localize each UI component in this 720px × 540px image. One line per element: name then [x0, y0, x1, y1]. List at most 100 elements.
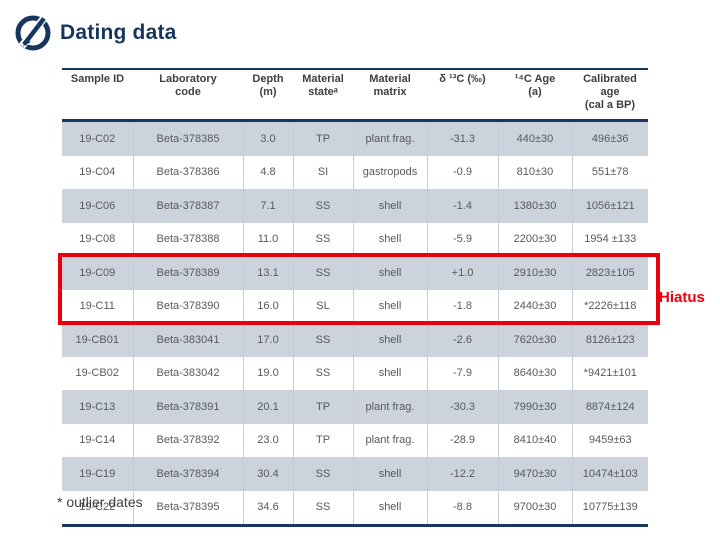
- table-cell: 8410±40: [498, 423, 573, 457]
- table-row: 19-C09 Beta-378389 13.1 SS shell +1.0 2910±30 2…: [62, 256, 648, 290]
- table-cell: Beta-383041: [133, 323, 244, 357]
- table-cell: Beta-378390: [133, 289, 244, 323]
- circle-slash-logo-icon: [15, 15, 51, 51]
- table-cell: shell: [353, 356, 428, 390]
- table-cell: *9421±101: [583, 367, 637, 380]
- table-cell: Beta-378392: [133, 423, 244, 457]
- table-cell: SS: [293, 356, 354, 390]
- table-cell: 4.8: [243, 155, 294, 189]
- table-cell: 7620±30: [498, 323, 573, 357]
- table-body: 19-C02 Beta-378385 3.0 TP plant frag. -31.3 44…: [62, 120, 648, 526]
- table-cell: 23.0: [243, 423, 294, 457]
- column-header: Sample ID: [62, 69, 133, 122]
- table-cell: shell: [353, 323, 428, 357]
- table-cell: 13.1: [243, 256, 294, 290]
- table-cell: 34.6: [243, 490, 294, 526]
- table-cell: Beta-378391: [133, 390, 244, 424]
- table-cell: Beta-378389: [133, 256, 244, 290]
- table-cell: Beta-378388: [133, 222, 244, 256]
- table-cell: shell: [353, 222, 428, 256]
- table-row: 19-C22 Beta-378395 34.6 SS shell -8.8 9700±30 1…: [62, 490, 648, 526]
- table-cell: 551±78: [591, 166, 629, 179]
- table-cell: -1.8: [427, 289, 499, 323]
- table-cell: TP: [293, 390, 354, 424]
- table-cell: 3.0: [243, 120, 294, 156]
- table-row: 19-C19 Beta-378394 30.4 SS shell -12.2 9470±30…: [62, 457, 648, 491]
- table-cell: 8640±30: [498, 356, 573, 390]
- table-cell: 9459±63: [588, 434, 632, 447]
- table-cell: 1056±121: [572, 189, 648, 223]
- table-cell: 1380±30: [498, 189, 573, 223]
- table-cell: SS: [293, 256, 354, 290]
- table-cell: -31.3: [427, 120, 499, 156]
- table-cell: 19-C06: [62, 189, 134, 223]
- table-cell: plant frag.: [353, 120, 428, 156]
- table-cell: 19-C14: [62, 423, 134, 457]
- table-cell: SS: [293, 323, 354, 357]
- table-row: 19-CB01 Beta-383041 17.0 SS shell -2.6 7620±30…: [62, 323, 648, 357]
- column-header: Material stateᵃ: [293, 69, 353, 122]
- table-cell: shell: [353, 490, 428, 526]
- table-cell: 810±30: [498, 155, 573, 189]
- table-cell: TP: [293, 423, 354, 457]
- table-cell: shell: [353, 289, 428, 323]
- table-cell: -7.9: [427, 356, 499, 390]
- table-cell: 7.1: [243, 189, 294, 223]
- table-cell: Beta-378394: [133, 457, 244, 491]
- table-cell: 19-C22: [62, 490, 134, 526]
- table-cell: 2823±105: [572, 256, 648, 290]
- table-cell: +1.0: [427, 256, 499, 290]
- table-cell: 10775±139: [582, 501, 638, 514]
- table-cell: 440±30: [498, 120, 573, 156]
- table-cell: -28.9: [427, 423, 499, 457]
- table-header-row: Sample ID Laboratory code Depth (m) Materia…: [62, 69, 648, 122]
- slide-header: Dating data: [14, 14, 177, 52]
- table-cell: shell: [353, 189, 428, 223]
- table-cell: 19.0: [243, 356, 294, 390]
- column-header: Calibrated age (cal a BP): [572, 69, 648, 122]
- table-cell: 8874±124: [572, 390, 648, 424]
- hiatus-label: Hiatus: [659, 289, 705, 306]
- table-cell: *2226±118: [584, 300, 637, 313]
- dating-data-table: Sample ID Laboratory code Depth (m) Materia…: [62, 68, 648, 527]
- table-cell: 2200±30: [498, 222, 573, 256]
- table-cell: 7990±30: [498, 390, 573, 424]
- table-cell: 2910±30: [498, 256, 573, 290]
- table-row: 19-CB02 Beta-383042 19.0 SS shell -7.9 8640±30…: [62, 356, 648, 390]
- column-header: Laboratory code: [133, 69, 243, 122]
- table-cell: 19-C13: [62, 390, 134, 424]
- outlier-footnote: * outlier dates: [57, 494, 143, 510]
- table-cell: -1.4: [427, 189, 499, 223]
- table-cell: 16.0: [243, 289, 294, 323]
- table-row: 19-C08 Beta-378388 11.0 SS shell -5.9 2200±30 1…: [62, 222, 648, 256]
- table-cell: Beta-378387: [133, 189, 244, 223]
- table-cell: 19-CB01: [62, 323, 134, 357]
- table-header: Sample ID Laboratory code Depth (m) Materia…: [62, 69, 648, 122]
- table-cell: SS: [293, 222, 354, 256]
- table-cell: 17.0: [243, 323, 294, 357]
- table-cell: 20.1: [243, 390, 294, 424]
- table-cell: Beta-383042: [133, 356, 244, 390]
- table-cell: SS: [293, 457, 354, 491]
- table-cell: SI: [293, 155, 354, 189]
- table-cell: shell: [353, 457, 428, 491]
- table-cell: -8.8: [427, 490, 499, 526]
- table-cell: -5.9: [427, 222, 499, 256]
- column-header: δ ¹³C (‰): [427, 69, 498, 122]
- table-row: 19-C04 Beta-378386 4.8 SI gastropods -0.9 810±…: [62, 155, 648, 189]
- table-cell: 8126±123: [572, 323, 648, 357]
- table-cell: SL: [293, 289, 354, 323]
- table-cell: TP: [293, 120, 354, 156]
- table-cell: plant frag.: [353, 423, 428, 457]
- table-row: 19-C11 Beta-378390 16.0 SL shell -1.8 2440±30 *…: [62, 289, 648, 323]
- table-cell: Beta-378385: [133, 120, 244, 156]
- table-cell: 9470±30: [498, 457, 573, 491]
- table-cell: -0.9: [427, 155, 499, 189]
- table-cell: 19-CB02: [62, 356, 134, 390]
- table-cell: 19-C11: [62, 289, 134, 323]
- table-cell: SS: [293, 490, 354, 526]
- table-cell: 11.0: [243, 222, 294, 256]
- table-cell: SS: [293, 189, 354, 223]
- table-cell: 2440±30: [498, 289, 573, 323]
- table-cell: Beta-378395: [133, 490, 244, 526]
